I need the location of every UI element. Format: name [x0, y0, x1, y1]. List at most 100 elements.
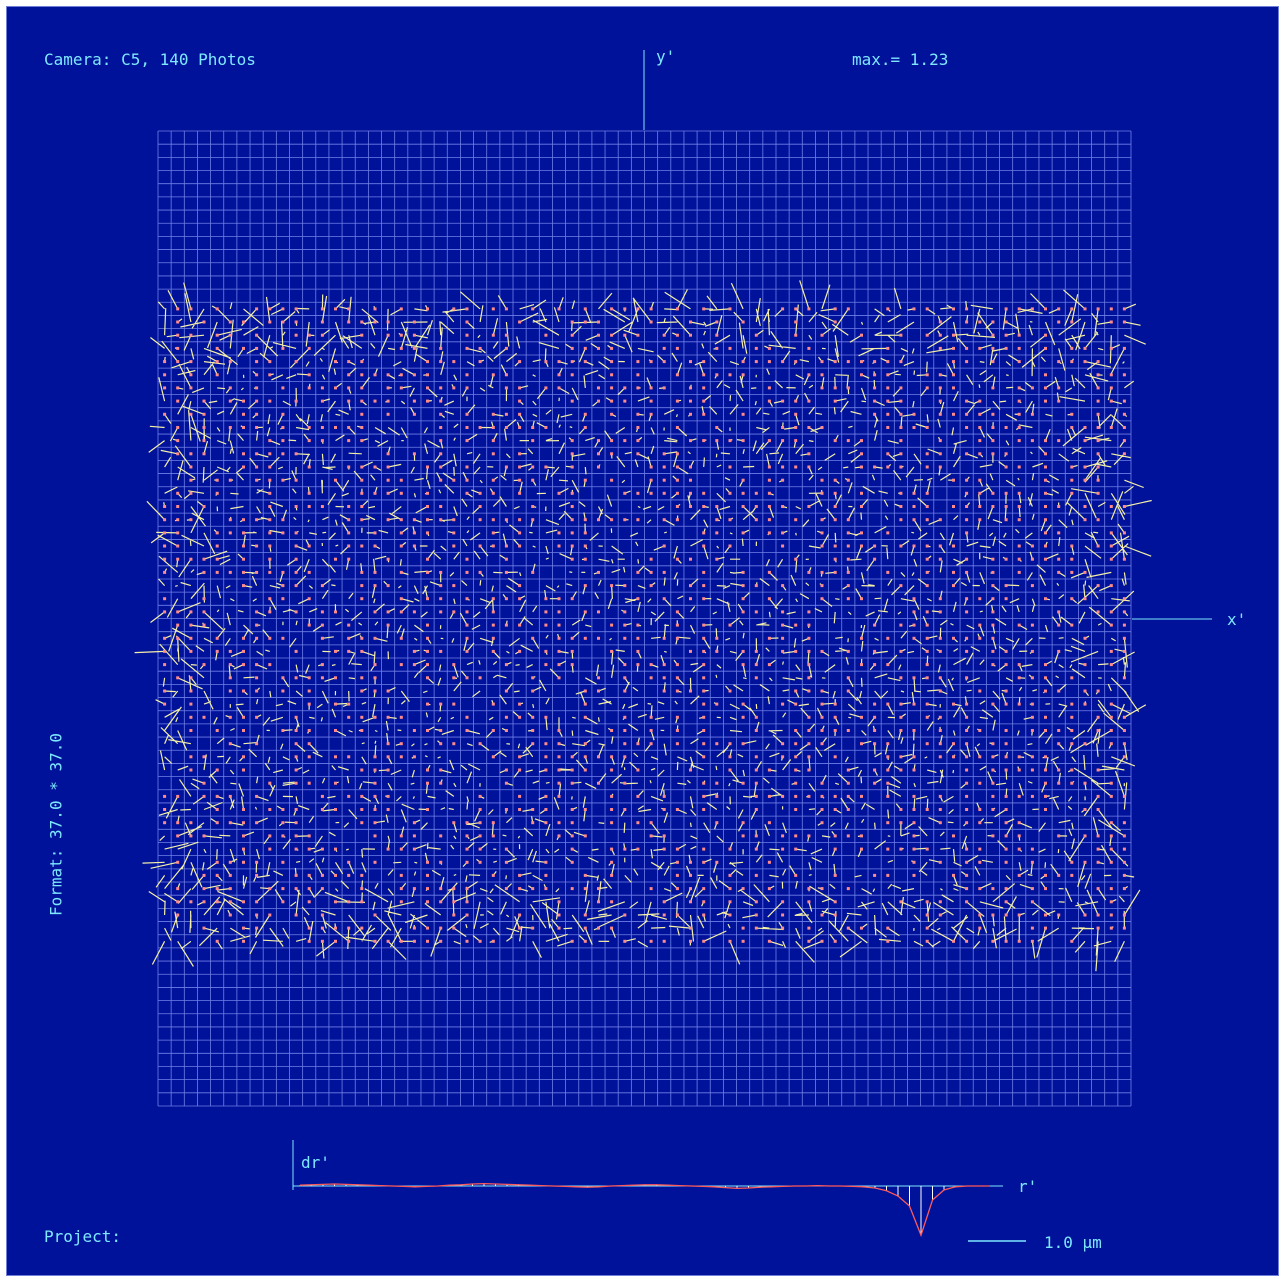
residual-point: [478, 676, 482, 680]
residual-point: [754, 794, 758, 798]
residual-point: [702, 729, 706, 732]
residual-point: [978, 412, 982, 416]
residual-point: [255, 452, 259, 456]
residual-point: [189, 333, 193, 337]
residual-point: [478, 360, 482, 364]
residual-point: [439, 518, 443, 522]
residual-point: [268, 452, 272, 456]
residual-point: [610, 360, 614, 364]
residual-point: [163, 412, 167, 416]
residual-point: [307, 346, 311, 350]
residual-point: [807, 649, 811, 653]
residual-point: [1057, 557, 1061, 561]
residual-point: [846, 307, 850, 311]
residual-point: [702, 689, 706, 693]
residual-point: [426, 373, 429, 377]
residual-point: [215, 544, 219, 548]
residual-point: [373, 610, 377, 614]
residual-point: [518, 518, 522, 522]
residual-point: [347, 649, 351, 653]
residual-point: [268, 913, 272, 917]
residual-point: [899, 715, 903, 719]
residual-point: [1122, 399, 1126, 403]
residual-point: [767, 399, 771, 403]
residual-point: [360, 584, 364, 588]
residual-point: [767, 360, 771, 364]
residual-point: [767, 465, 771, 469]
residual-point: [215, 821, 219, 825]
residual-point: [991, 346, 995, 350]
residual-point: [242, 570, 245, 574]
residual-point: [741, 834, 745, 838]
residual-point: [952, 570, 955, 574]
residual-point: [807, 689, 811, 693]
residual-point: [767, 570, 771, 574]
residual-point: [610, 926, 614, 930]
residual-point: [1057, 781, 1061, 785]
residual-point: [281, 834, 285, 838]
residual-point: [399, 887, 403, 891]
residual-point: [1109, 386, 1113, 390]
residual-point: [886, 452, 890, 456]
residual-point: [531, 518, 535, 522]
residual-point: [242, 518, 245, 522]
residual-point: [360, 570, 364, 574]
residual-point: [386, 794, 390, 798]
residual-point: [1109, 649, 1113, 653]
residual-point: [426, 768, 429, 772]
x-axis-label: x': [1227, 610, 1246, 629]
residual-point: [255, 860, 259, 864]
residual-point: [689, 491, 692, 495]
residual-point: [610, 821, 614, 825]
residual-point: [281, 821, 285, 825]
residual-point: [518, 360, 522, 364]
residual-point: [189, 478, 193, 482]
residual-point: [1109, 426, 1113, 429]
residual-point: [846, 649, 850, 653]
residual-point: [965, 873, 969, 877]
residual-point: [781, 702, 785, 706]
residual-point: [281, 887, 285, 891]
residual-point: [360, 821, 364, 825]
residual-point: [399, 518, 403, 522]
residual-point: [952, 386, 955, 390]
residual-point: [649, 557, 653, 561]
residual-point: [846, 557, 850, 561]
residual-point: [952, 584, 955, 588]
residual-point: [163, 663, 167, 667]
residual-point: [741, 702, 745, 706]
residual-point: [978, 808, 982, 811]
residual-point: [320, 913, 324, 917]
residual-point: [504, 729, 508, 732]
residual-point: [1044, 715, 1047, 719]
residual-point: [399, 373, 403, 377]
residual-point: [1017, 426, 1021, 429]
residual-point: [1044, 307, 1047, 311]
residual-point: [294, 742, 298, 746]
residual-point: [1096, 913, 1100, 917]
residual-point: [465, 557, 469, 561]
residual-point: [426, 623, 429, 627]
residual-point: [386, 689, 390, 693]
residual-point: [991, 649, 995, 653]
residual-point: [583, 610, 587, 614]
residual-point: [623, 399, 627, 403]
residual-point: [1004, 452, 1008, 456]
residual-point: [794, 847, 798, 851]
residual-point: [1109, 663, 1113, 667]
residual-point: [833, 702, 837, 706]
residual-point: [176, 426, 180, 429]
residual-point: [1030, 860, 1034, 864]
residual-point: [255, 821, 259, 825]
residual-point: [215, 557, 219, 561]
residual-point: [1004, 426, 1008, 429]
residual-point: [1044, 663, 1047, 667]
residual-point: [320, 399, 324, 403]
residual-point: [662, 360, 666, 364]
residual-point: [767, 478, 771, 482]
residual-point: [1096, 834, 1100, 838]
residual-point: [399, 742, 403, 746]
residual-point: [544, 426, 548, 429]
residual-point: [1004, 794, 1008, 798]
residual-point: [268, 518, 272, 522]
